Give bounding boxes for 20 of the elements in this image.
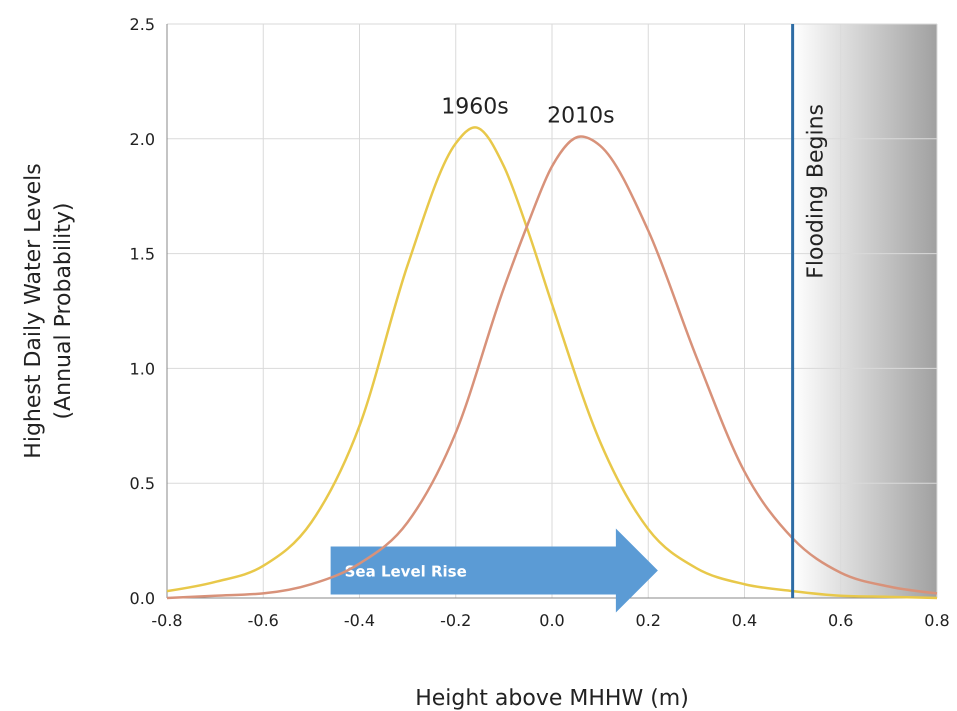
x-tick-label: -0.8 [151,611,183,630]
ref-line-label: Flooding Begins [804,104,829,279]
x-tick-label: -0.4 [344,611,376,630]
x-tick-label: -0.2 [440,611,472,630]
x-tick-label: -0.6 [248,611,279,630]
series-label: 2010s [547,104,615,129]
y-tick-label: 0.0 [130,589,155,608]
y-tick-label: 2.0 [130,130,155,149]
x-tick-label: 0.2 [636,611,661,630]
x-tick-label: 0.8 [924,611,950,630]
x-tick-label: 0.0 [539,611,565,630]
x-axis-title: Height above MHHW (m) [415,686,689,711]
y-axis-title: Highest Daily Water Levels (Annual Probability) [21,163,76,459]
x-tick-label: 0.4 [732,611,758,630]
y-tick-label: 1.0 [130,359,155,378]
y-tick-label: 0.5 [130,474,155,494]
y-tick-label: 2.5 [130,15,155,34]
series-label: 1960s [441,94,509,120]
y-tick-label: 1.5 [130,244,155,264]
x-tick-label: 0.6 [828,611,854,630]
